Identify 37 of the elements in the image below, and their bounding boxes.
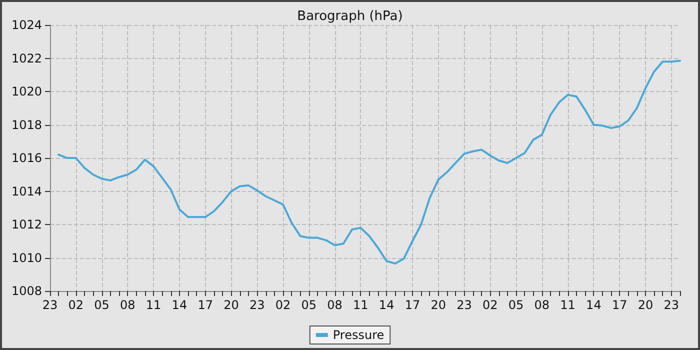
y-tick-label: 1010 — [11, 250, 42, 265]
x-tick-label: 23 — [456, 298, 472, 312]
x-tick-label: 20 — [638, 298, 654, 312]
x-tick-label: 17 — [198, 298, 213, 312]
y-tick-label: 1014 — [11, 184, 42, 198]
x-tick-label: 17 — [404, 298, 420, 312]
x-tick-label: 05 — [508, 298, 524, 312]
x-tick-label: 08 — [534, 298, 550, 312]
y-tick-label: 1012 — [11, 218, 42, 232]
x-tick-label: 11 — [560, 298, 576, 312]
x-tick-label: 23 — [249, 298, 265, 312]
x-tick-label: 02 — [482, 298, 498, 312]
x-tick-label: 02 — [68, 298, 84, 312]
x-tick-label: 17 — [612, 298, 628, 312]
x-tick-label: 11 — [146, 298, 162, 312]
x-tick-label: 20 — [224, 298, 239, 312]
x-tick-label: 23 — [42, 298, 58, 312]
x-tick-label: 02 — [275, 298, 291, 312]
x-tick-label: 14 — [586, 298, 602, 312]
x-tick-label: 14 — [172, 298, 188, 312]
line-series — [58, 60, 681, 265]
x-tick-label: 05 — [94, 298, 110, 312]
y-tick-label: 1008 — [11, 284, 42, 298]
y-tick-label: 1020 — [11, 84, 42, 98]
x-tick-label: 11 — [353, 298, 368, 312]
x-tick-label: 05 — [301, 298, 317, 312]
y-tick-label: 1018 — [11, 118, 42, 132]
x-tick-label: 20 — [430, 298, 446, 312]
legend-label: Pressure — [332, 328, 384, 342]
x-tick-label: 23 — [664, 298, 680, 312]
x-tick-label: 08 — [120, 298, 136, 312]
y-tick-label: 1016 — [11, 151, 42, 165]
x-tick-label: 14 — [378, 298, 394, 312]
y-tick-label: 1022 — [11, 51, 42, 66]
y-tick-label: 1024 — [11, 18, 42, 32]
x-tick-label: 08 — [327, 298, 342, 312]
chart-title: Barograph (hPa) — [297, 9, 403, 24]
